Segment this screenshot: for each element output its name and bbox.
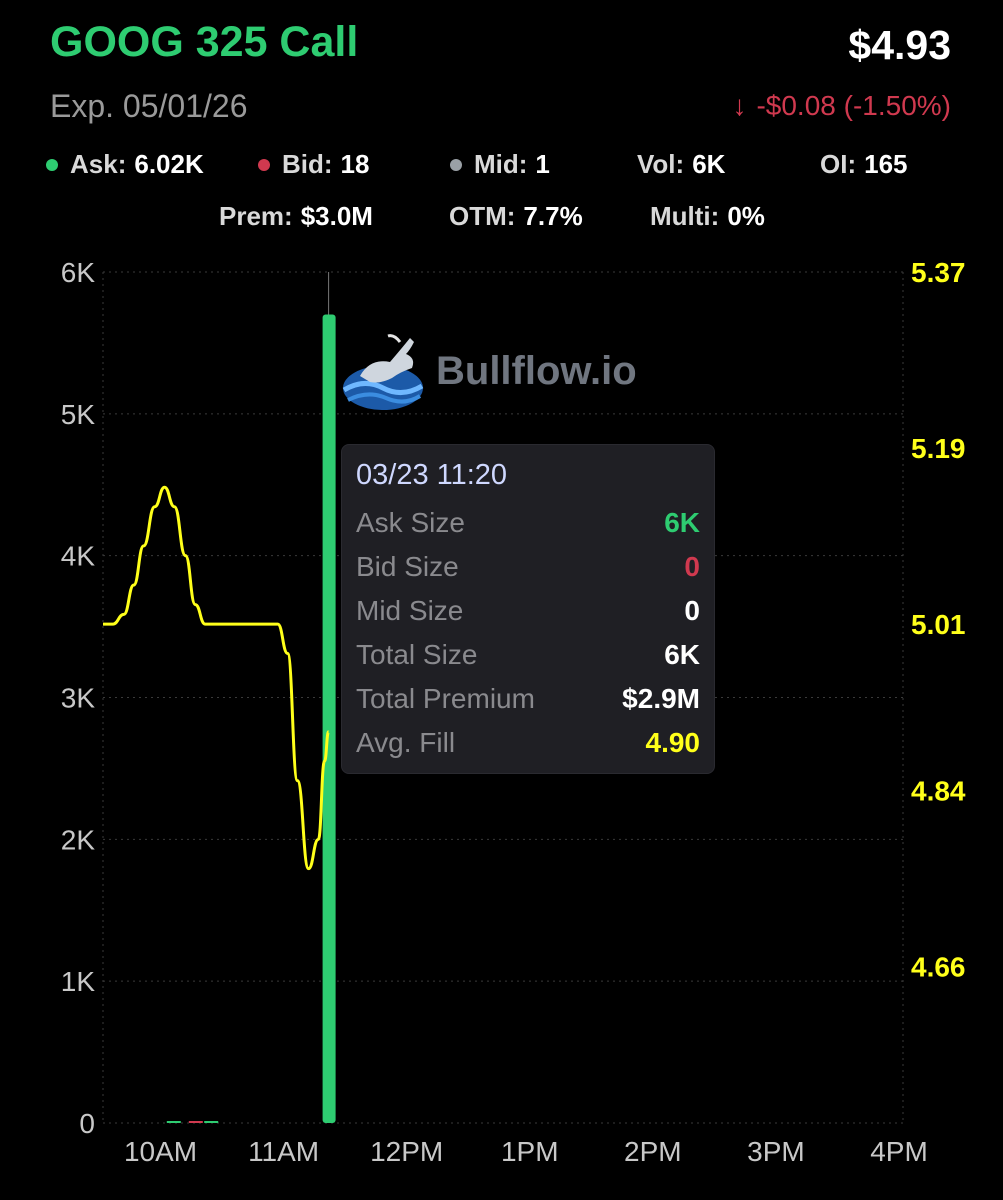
price-change: ↓ -$0.08 (-1.50%) (732, 90, 951, 122)
tooltip-row: Mid Size 0 (356, 595, 700, 635)
ask-volume-bar (322, 314, 336, 1123)
last-price: $4.93 (848, 22, 951, 68)
oi-stat: OI: 165 (820, 149, 908, 180)
mid-label: Mid: (474, 149, 528, 179)
bull-logo-icon (342, 334, 424, 410)
watermark: Bullflow.io (340, 328, 637, 414)
bid-stat: Bid: 18 (258, 149, 369, 180)
oi-label: OI: (820, 149, 857, 179)
vol-label: Vol: (637, 149, 685, 179)
tooltip-label: Total Premium (356, 683, 535, 714)
oi-value: 165 (864, 149, 908, 179)
premium-stat: Prem: $3.0M (219, 201, 373, 232)
tooltip-value: 6K (664, 507, 700, 538)
avg-fill-price-line (103, 485, 331, 871)
bid-dot-icon (258, 158, 270, 171)
tooltip-label: Ask Size (356, 507, 465, 538)
y-right-tick-label: 5.19 (911, 433, 966, 464)
tooltip-row: Avg. Fill 4.90 (356, 727, 700, 767)
y-left-tick-label: 3K (61, 683, 96, 714)
tooltip-label: Total Size (356, 639, 478, 670)
tooltip-value: 0 (684, 595, 700, 626)
tooltip-value: 0 (684, 551, 700, 582)
ask-dot-icon (46, 158, 58, 171)
mid-stat: Mid: 1 (450, 149, 550, 180)
y-left-tick-label: 6K (61, 257, 96, 288)
ask-label: Ask: (70, 149, 127, 179)
premium-label: Prem: (219, 201, 293, 231)
tooltip-value: 4.90 (645, 727, 701, 758)
y-left-tick-label: 5K (61, 399, 96, 430)
y-left-tick-label: 1K (61, 966, 96, 997)
mid-dot-icon (450, 158, 462, 171)
multi-label: Multi: (650, 201, 720, 231)
tooltip-label: Avg. Fill (356, 727, 456, 758)
y-right-tick-label: 4.66 (911, 951, 966, 982)
vol-value: 6K (692, 149, 726, 179)
expiration-date: Exp. 05/01/26 (50, 88, 248, 124)
multi-value: 0% (727, 201, 765, 231)
bid-value: 18 (340, 149, 370, 179)
data-tooltip: 03/23 11:20 Ask Size 6K Bid Size 0 Mid Size 0… (341, 444, 715, 774)
ask-value: 6.02K (134, 149, 204, 179)
x-tick-label: 12PM (370, 1136, 443, 1167)
ask-stat: Ask: 6.02K (46, 149, 204, 180)
otm-stat: OTM: 7.7% (449, 201, 583, 232)
tooltip-label: Bid Size (356, 551, 459, 582)
vol-stat: Vol: 6K (637, 149, 725, 180)
tooltip-timestamp: 03/23 11:20 (356, 459, 508, 491)
y-right-tick-label: 5.01 (911, 609, 966, 640)
bid-label: Bid: (282, 149, 333, 179)
down-arrow-icon: ↓ (732, 90, 747, 121)
y-right-tick-label: 5.37 (911, 257, 966, 288)
x-tick-label: 11AM (248, 1136, 319, 1167)
y-left-tick-label: 2K (61, 824, 96, 855)
x-tick-label: 4PM (870, 1136, 928, 1167)
x-tick-label: 1PM (501, 1136, 559, 1167)
x-tick-label: 10AM (124, 1136, 197, 1167)
tooltip-value: 6K (664, 639, 700, 670)
y-left-tick-label: 0 (79, 1108, 95, 1139)
multi-stat: Multi: 0% (650, 201, 765, 232)
mid-value: 1 (535, 149, 550, 179)
tooltip-label: Mid Size (356, 595, 464, 626)
otm-value: 7.7% (523, 201, 583, 231)
contract-title: GOOG 325 Call (50, 18, 359, 66)
otm-label: OTM: (449, 201, 516, 231)
x-tick-label: 3PM (747, 1136, 805, 1167)
tooltip-row: Total Premium $2.9M (356, 683, 700, 723)
watermark-text: Bullflow.io (436, 348, 637, 393)
tooltip-row: Bid Size 0 (356, 551, 700, 591)
x-tick-label: 2PM (624, 1136, 682, 1167)
premium-value: $3.0M (300, 201, 373, 231)
tooltip-row: Ask Size 6K (356, 507, 700, 547)
tooltip-row: Total Size 6K (356, 639, 700, 679)
price-change-value: -$0.08 (-1.50%) (756, 90, 951, 121)
y-left-tick-label: 4K (61, 541, 96, 572)
tooltip-value: $2.9M (622, 683, 700, 714)
y-right-tick-label: 4.84 (911, 775, 966, 806)
